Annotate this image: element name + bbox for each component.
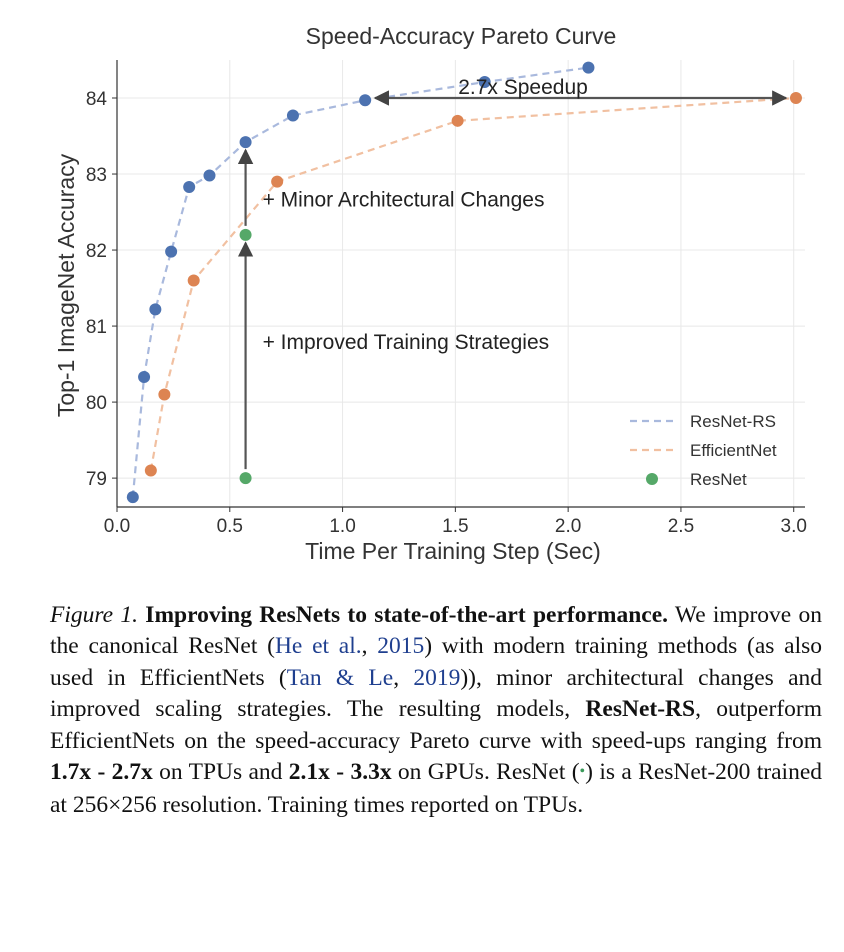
caption-text: We improve on the canonical ResNet ( [50,602,823,660]
resnet-rs-point [126,491,139,504]
caption-text: ) with modern training methods (as also … [50,633,823,691]
caption-text: , [361,633,378,660]
pareto-chart: 0.0 0.5 1.0 1.5 2.0 2.5 3.0 79 80 81 82 83 84 Speed-A… [53,23,807,564]
legend-label: ResNet-RS [690,412,776,431]
x-tick-label: 0.5 [217,516,243,537]
x-tick-label: 1.0 [329,516,355,537]
citation-link-he[interactable]: He et al. [274,633,362,660]
figure-caption: Figure 1. Improving ResNets to state-of-… [50,600,822,822]
architecture-change-label: + Minor Architectural Changes [263,189,545,212]
legend-label: EfficientNet [690,441,777,460]
y-tick-label: 83 [86,165,107,186]
grid-lines [116,60,805,507]
caption-text: on GPUs. ResNet ( [391,759,580,786]
resnet-rs-point [582,61,595,74]
model-name: ResNet-RS [585,696,696,723]
axes [112,60,805,512]
chart-svg: 0.0 0.5 1.0 1.5 2.0 2.5 3.0 79 80 81 82 83 84 Speed-A… [53,23,807,564]
caption-text: on TPUs and [152,759,289,786]
y-tick-label: 80 [86,393,107,414]
legend-label: ResNet [690,470,747,489]
citation-link-tan[interactable]: Tan & Le [286,664,394,691]
x-axis-label: Time Per Training Step (Sec) [305,538,601,564]
x-tick-label: 2.0 [555,516,581,537]
series-layer [126,61,802,504]
legend-marker [646,473,658,485]
x-tick-label: 3.0 [781,516,807,537]
resnet-rs-point [239,136,252,149]
efficientnet-point [451,114,464,127]
x-tick-label: 1.5 [442,516,468,537]
resnet-rs-point [478,76,491,89]
x-tick-label: 2.5 [668,516,694,537]
caption-label: Figure 1. [50,602,138,628]
caption-text: , outperform EfficientNets on the speed-… [50,696,822,754]
efficientnet-point [271,175,284,188]
caption-text: )), minor architectural changes and impr… [50,664,823,723]
efficientnet-point [187,274,200,287]
caption-text: ) is a ResNet-200 trained at 256×256 res… [50,759,823,819]
citation-year-he[interactable]: 2015 [377,633,425,660]
resnet-rs-point [149,303,162,316]
y-tick-label: 79 [86,469,107,490]
resnet-rs-line [131,66,589,498]
resnet-rs-point [183,180,196,193]
efficientnet-point [158,388,171,401]
legend: ResNet-RS EfficientNet ResNet [630,412,777,489]
citation-year-tan[interactable]: 2019 [413,664,461,691]
resnet-rs-point [165,245,178,258]
efficientnet-point [789,92,802,105]
training-strategy-label: + Improved Training Strategies [263,331,550,354]
efficientnet-point [144,464,157,477]
resnet-rs-point [286,109,299,122]
resnet-rs-point [359,94,372,107]
speedup-label: 2.7x Speedup [458,76,588,99]
annotations [237,90,788,470]
resnet-point [239,228,252,241]
resnet-dot-icon: • [579,763,586,781]
efficientnet-line [149,96,797,471]
resnet-rs-point [138,371,151,384]
gpu-speedup-range: 2.1x - 3.3x [288,759,392,786]
chart-title: Speed-Accuracy Pareto Curve [306,23,617,49]
y-tick-label: 81 [86,317,107,338]
y-tick-label: 82 [86,241,107,262]
x-tick-label: 0.0 [104,516,130,537]
caption-heading: Improving ResNets to state-of-the-art pe… [145,602,669,628]
resnet-point [239,472,252,485]
tpu-speedup-range: 1.7x - 2.7x [50,759,153,786]
chart-text: 0.0 0.5 1.0 1.5 2.0 2.5 3.0 79 80 81 82 83 84 Speed-A… [53,23,807,564]
caption-text: , [393,664,414,691]
resnet-rs-point [203,169,216,182]
y-axis-label: Top-1 ImageNet Accuracy [53,153,79,417]
y-tick-label: 84 [86,89,108,110]
